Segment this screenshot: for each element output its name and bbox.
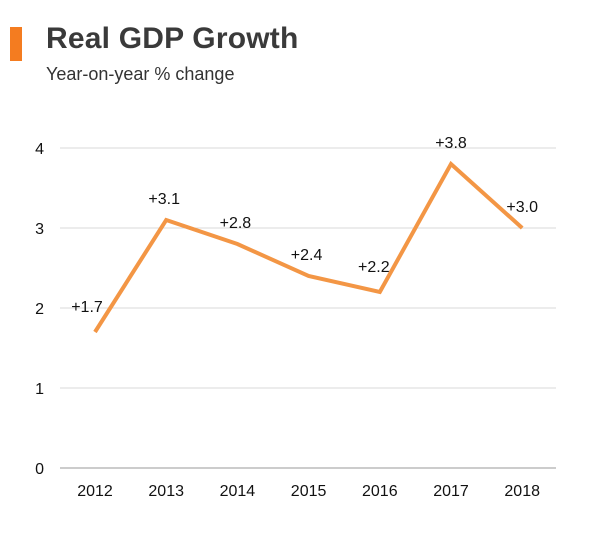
- y-tick-label-1: 1: [35, 381, 44, 398]
- data-label-2012: +1.7: [71, 299, 103, 316]
- x-tick-label-2018: 2018: [504, 483, 540, 500]
- data-label-2015: +2.4: [291, 247, 323, 264]
- data-label-2013: +3.1: [148, 191, 180, 208]
- x-tick-label-2017: 2017: [433, 483, 469, 500]
- x-tick-label-2016: 2016: [362, 483, 398, 500]
- data-label-2018: +3.0: [506, 199, 538, 216]
- chart-subtitle: Year-on-year % change: [46, 64, 235, 84]
- y-tick-label-2: 2: [35, 301, 44, 318]
- data-label-2016: +2.2: [358, 259, 390, 276]
- x-tick-label-2013: 2013: [148, 483, 184, 500]
- y-tick-label-3: 3: [35, 221, 44, 238]
- data-label-2014: +2.8: [220, 215, 252, 232]
- x-tick-label-2014: 2014: [220, 483, 256, 500]
- series-line-gdp-growth: [93, 160, 524, 334]
- x-tick-label-2015: 2015: [291, 483, 327, 500]
- chart-title: Real GDP Growth: [46, 22, 299, 55]
- y-tick-label-0: 0: [35, 461, 44, 478]
- title-accent-bar: [10, 27, 22, 61]
- data-label-2017: +3.8: [435, 135, 467, 152]
- x-tick-label-2012: 2012: [77, 483, 113, 500]
- y-tick-label-4: 4: [35, 141, 44, 158]
